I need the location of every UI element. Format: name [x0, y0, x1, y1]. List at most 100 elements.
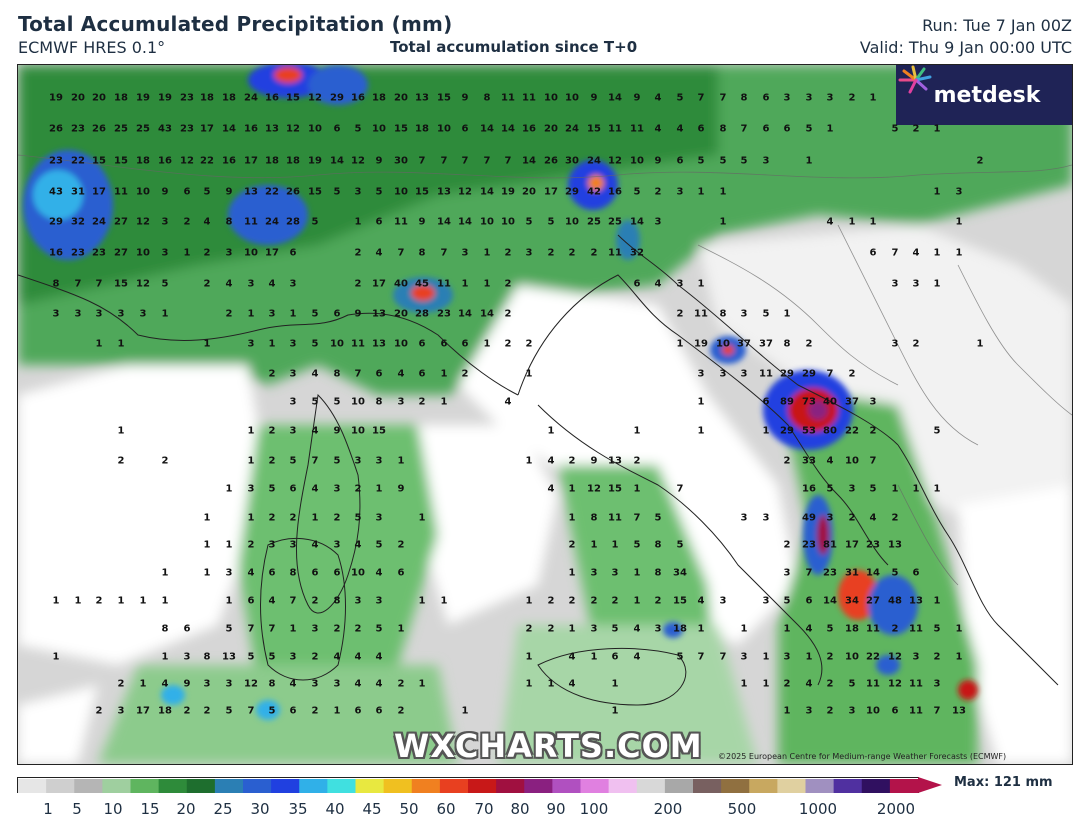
grid-value: 5	[311, 396, 319, 408]
grid-value: 2	[354, 247, 362, 259]
grid-value: 11	[909, 623, 923, 635]
color-swatch	[496, 779, 525, 793]
grid-value: 1	[955, 651, 963, 663]
grid-value: 6	[333, 123, 341, 135]
grid-value: 10	[565, 92, 579, 104]
grid-value: 81	[823, 539, 837, 551]
grid-value: 15	[308, 186, 322, 198]
grid-value: 1	[590, 651, 598, 663]
grid-value: 20	[394, 92, 408, 104]
grid-value: 5	[826, 623, 834, 635]
grid-value: 11	[608, 512, 622, 524]
grid-value: 16	[351, 92, 365, 104]
grid-value: 11	[694, 308, 708, 320]
grid-value: 6	[289, 705, 297, 717]
grid-value: 5	[762, 308, 770, 320]
grid-value: 5	[354, 123, 362, 135]
color-swatch	[693, 779, 722, 793]
grid-value: 22	[71, 155, 85, 167]
grid-value: 4	[826, 455, 834, 467]
grid-value: 12	[180, 155, 194, 167]
grid-value: 1	[933, 186, 941, 198]
grid-value: 2	[912, 123, 920, 135]
grid-value: 23	[71, 123, 85, 135]
grid-value: 3	[697, 368, 705, 380]
grid-value: 3	[912, 278, 920, 290]
grid-value: 5	[203, 186, 211, 198]
grid-value: 2	[354, 623, 362, 635]
grid-value: 2	[95, 705, 103, 717]
grid-value: 73	[802, 396, 816, 408]
grid-value: 2	[418, 396, 426, 408]
color-swatch	[18, 779, 47, 793]
grid-value: 2	[590, 595, 598, 607]
grid-value: 1	[139, 678, 147, 690]
valid-label: Valid: Thu 9 Jan 00:00 UTC	[859, 38, 1072, 57]
grid-value: 1	[397, 623, 405, 635]
grid-value: 3	[869, 396, 877, 408]
grid-value: 11	[244, 216, 258, 228]
grid-value: 3	[268, 308, 276, 320]
grid-value: 4	[311, 483, 319, 495]
grid-value: 1	[161, 651, 169, 663]
grid-value: 2	[976, 155, 984, 167]
grid-value: 28	[415, 308, 429, 320]
grid-value: 20	[394, 308, 408, 320]
grid-value: 2	[611, 595, 619, 607]
grid-value: 14	[522, 155, 536, 167]
grid-value: 4	[504, 396, 512, 408]
grid-value: 1	[354, 216, 362, 228]
grid-value: 19	[49, 92, 63, 104]
grid-value: 2	[568, 455, 576, 467]
grid-value: 23	[180, 123, 194, 135]
grid-value: 1	[117, 595, 125, 607]
chart-title: Total Accumulated Precipitation (mm)	[18, 12, 453, 36]
grid-value: 5	[268, 483, 276, 495]
grid-value: 1	[440, 368, 448, 380]
color-swatch	[889, 779, 919, 793]
grid-value: 2	[203, 247, 211, 259]
grid-value: 12	[888, 651, 902, 663]
grid-value: 1	[697, 425, 705, 437]
grid-value: 11	[351, 338, 365, 350]
grid-value: 11	[909, 705, 923, 717]
grid-value: 3	[289, 368, 297, 380]
grid-value: 1	[203, 338, 211, 350]
grid-value: 1	[203, 539, 211, 551]
grid-value: 3	[762, 155, 770, 167]
grid-value: 7	[504, 155, 512, 167]
grid-value: 1	[805, 651, 813, 663]
grid-value: 15	[608, 483, 622, 495]
grid-value: 1	[52, 595, 60, 607]
grid-value: 3	[311, 678, 319, 690]
grid-value: 1	[633, 483, 641, 495]
grid-value: 34	[845, 595, 859, 607]
grid-value: 17	[265, 247, 279, 259]
grid-value: 5	[375, 539, 383, 551]
grid-value: 16	[802, 483, 816, 495]
grid-value: 1	[74, 595, 82, 607]
grid-value: 1	[440, 595, 448, 607]
grid-value: 4	[247, 567, 255, 579]
grid-value: 2	[547, 595, 555, 607]
grid-value: 1	[933, 483, 941, 495]
metdesk-logo: metdesk	[896, 65, 1072, 125]
grid-value: 6	[375, 216, 383, 228]
grid-value: 3	[805, 705, 813, 717]
grid-value: 4	[311, 368, 319, 380]
grid-value: 7	[633, 512, 641, 524]
grid-value: 1	[568, 512, 576, 524]
grid-value: 3	[375, 512, 383, 524]
grid-value: 3	[225, 678, 233, 690]
grid-value: 1	[697, 186, 705, 198]
grid-value: 4	[161, 678, 169, 690]
grid-value: 6	[869, 247, 877, 259]
color-swatch	[411, 779, 441, 793]
color-scale-tick: 70	[474, 800, 494, 818]
grid-value: 3	[139, 308, 147, 320]
grid-value: 6	[762, 396, 770, 408]
grid-value: 1	[633, 567, 641, 579]
grid-value: 1	[525, 678, 533, 690]
grid-value: 2	[183, 216, 191, 228]
grid-value: 53	[802, 425, 816, 437]
